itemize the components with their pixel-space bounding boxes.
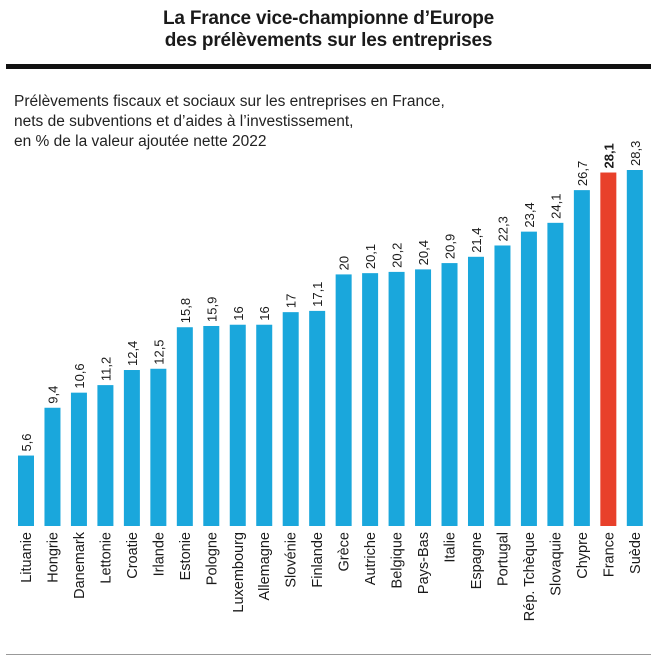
bar-estonie bbox=[176, 327, 193, 526]
category-label: France bbox=[601, 532, 617, 577]
category-label: Luxembourg bbox=[231, 532, 247, 613]
bar-su-de bbox=[626, 170, 643, 526]
bar-espagne bbox=[467, 256, 484, 526]
category-label: Slovénie bbox=[284, 532, 300, 588]
bar-belgique bbox=[388, 271, 405, 526]
bar-luxembourg bbox=[229, 324, 246, 526]
value-label: 16 bbox=[231, 306, 246, 320]
category-label: Italie bbox=[443, 532, 459, 563]
bar-slov-nie bbox=[282, 312, 299, 526]
bar-hongrie bbox=[44, 407, 61, 526]
value-label: 16 bbox=[257, 306, 272, 320]
category-label: Finlande bbox=[310, 532, 326, 588]
value-label: 17,1 bbox=[310, 282, 325, 307]
bar-france bbox=[600, 172, 617, 526]
category-label: Estonie bbox=[178, 532, 194, 580]
title-divider bbox=[6, 64, 651, 69]
value-label: 15,8 bbox=[178, 298, 193, 323]
value-label: 20 bbox=[337, 256, 352, 270]
value-label: 20,2 bbox=[390, 243, 405, 268]
bar-slovaquie bbox=[547, 222, 564, 526]
category-label: Pays-Bas bbox=[416, 532, 432, 594]
value-label: 20,1 bbox=[363, 244, 378, 269]
category-label: Hongrie bbox=[45, 532, 61, 583]
value-label: 10,6 bbox=[72, 363, 87, 388]
value-label: 23,4 bbox=[522, 202, 537, 227]
category-label: Autriche bbox=[363, 532, 379, 585]
value-label: 17 bbox=[284, 294, 299, 308]
category-label: Portugal bbox=[495, 532, 511, 586]
bar-italie bbox=[441, 263, 458, 526]
category-label: Slovaquie bbox=[548, 532, 564, 596]
bar-lettonie bbox=[97, 385, 114, 526]
value-label: 21,4 bbox=[469, 227, 484, 252]
bar-r-p-tch-que bbox=[520, 231, 537, 526]
value-label: 28,3 bbox=[628, 141, 643, 166]
value-label: 22,3 bbox=[495, 216, 510, 241]
bar-chypre bbox=[573, 190, 590, 526]
category-label: Chypre bbox=[575, 532, 591, 579]
value-label: 26,7 bbox=[575, 161, 590, 186]
bar-pays-bas bbox=[415, 269, 432, 526]
category-label: Allemagne bbox=[257, 532, 273, 601]
value-label: 12,4 bbox=[125, 341, 140, 366]
category-label: Irlande bbox=[151, 532, 167, 576]
value-label: 20,9 bbox=[443, 234, 458, 259]
chart-title: La France vice-championne d’Europe des p… bbox=[0, 8, 657, 52]
bottom-divider bbox=[6, 654, 651, 655]
category-label: Lettonie bbox=[98, 532, 114, 584]
bar-allemagne bbox=[256, 324, 273, 526]
value-label: 20,4 bbox=[416, 240, 431, 265]
bar-irlande bbox=[150, 368, 167, 526]
value-label: 28,1 bbox=[601, 143, 616, 168]
subtitle-line-3: en % de la valeur ajoutée nette 2022 bbox=[14, 133, 267, 150]
subtitle-line-2: nets de subventions et d’aides à l’inves… bbox=[14, 113, 354, 130]
bar-portugal bbox=[494, 245, 511, 527]
category-label: Grèce bbox=[337, 532, 353, 572]
category-label: Danemark bbox=[72, 531, 88, 599]
category-label: Espagne bbox=[469, 532, 485, 589]
value-label: 11,2 bbox=[98, 357, 113, 381]
category-label: Rép. Tchèque bbox=[522, 532, 538, 621]
chart-title-line-1: La France vice-championne d’Europe bbox=[162, 8, 495, 29]
bar-gr-ce bbox=[335, 274, 352, 526]
bar-finlande bbox=[309, 310, 326, 526]
bar-autriche bbox=[362, 273, 379, 526]
bar-danemark bbox=[70, 392, 87, 526]
value-label: 24,1 bbox=[548, 194, 563, 219]
bar-pologne bbox=[203, 325, 220, 526]
chart-title-line-2: des prélèvements sur les entreprises bbox=[164, 30, 493, 51]
category-label: Belgique bbox=[390, 532, 406, 588]
value-label: 9,4 bbox=[45, 386, 60, 404]
value-label: 5,6 bbox=[19, 433, 34, 451]
category-label: Suède bbox=[628, 532, 644, 574]
value-label: 12,5 bbox=[151, 339, 166, 364]
category-label: Pologne bbox=[204, 532, 220, 585]
category-label: Lituanie bbox=[19, 532, 35, 583]
bar-croatie bbox=[123, 370, 140, 526]
category-label: Croatie bbox=[125, 532, 141, 579]
value-label: 15,9 bbox=[204, 297, 219, 322]
bar-lituanie bbox=[18, 455, 34, 526]
chart-subtitle: Prélèvements fiscaux et sociaux sur les … bbox=[14, 92, 634, 152]
subtitle-line-1: Prélèvements fiscaux et sociaux sur les … bbox=[14, 93, 445, 110]
